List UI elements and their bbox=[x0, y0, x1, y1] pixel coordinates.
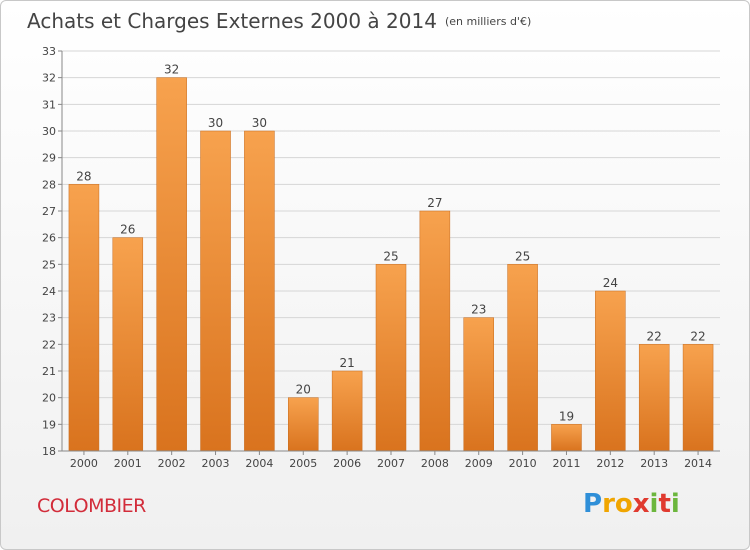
bar-2006 bbox=[331, 370, 363, 452]
data-label-2009: 23 bbox=[471, 303, 486, 317]
x-tick-label-2005: 2005 bbox=[289, 457, 317, 470]
chart-title: Achats et Charges Externes 2000 à 2014 (e… bbox=[27, 9, 531, 33]
bar-2004 bbox=[244, 130, 275, 452]
y-axis: 18 19 20 21 22 23 24 25 26 27 28 29 30 31 32 33 bbox=[42, 45, 63, 458]
x-tick-label-2001: 2001 bbox=[114, 457, 142, 470]
bar-2003 bbox=[200, 130, 231, 452]
y-tick-label: 27 bbox=[42, 205, 56, 218]
bar-2010 bbox=[507, 264, 538, 452]
x-tick-label-2010: 2010 bbox=[509, 457, 537, 470]
bar-2008 bbox=[419, 210, 451, 452]
data-label-2000: 28 bbox=[76, 169, 91, 183]
data-label-2002: 32 bbox=[164, 63, 179, 77]
x-tick-label-2002: 2002 bbox=[158, 457, 186, 470]
data-label-2003: 30 bbox=[208, 116, 223, 130]
data-label-2005: 20 bbox=[296, 383, 311, 397]
y-tick-label: 18 bbox=[42, 445, 56, 458]
bar-2000 bbox=[68, 184, 100, 452]
data-label-2014: 22 bbox=[690, 329, 705, 343]
bar-2007 bbox=[375, 264, 407, 452]
data-label-2006: 21 bbox=[339, 356, 354, 370]
x-tick-label-2011: 2011 bbox=[552, 457, 580, 470]
data-label-2007: 25 bbox=[383, 249, 398, 263]
x-axis: 2000 2001 2002 2003 2004 2005 2006 2007 2008 2009… bbox=[62, 450, 720, 470]
x-tick-label-2014: 2014 bbox=[684, 457, 712, 470]
y-tick-label: 25 bbox=[42, 258, 56, 271]
y-tick-label: 30 bbox=[42, 125, 56, 138]
data-label-2012: 24 bbox=[603, 276, 618, 290]
chart-unit: (en milliers d'€) bbox=[444, 15, 532, 28]
bar-2009 bbox=[463, 317, 494, 452]
x-tick-label-2003: 2003 bbox=[202, 457, 230, 470]
y-tick-label: 31 bbox=[42, 98, 56, 111]
x-tick-label-2004: 2004 bbox=[245, 457, 273, 470]
y-tick-label: 24 bbox=[42, 285, 56, 298]
x-tick-label-2007: 2007 bbox=[377, 457, 405, 470]
y-tick-label: 19 bbox=[42, 418, 56, 431]
data-label-2008: 27 bbox=[427, 196, 442, 210]
x-tick-label-2009: 2009 bbox=[465, 457, 493, 470]
bar-2001 bbox=[112, 237, 144, 452]
city-name: COLOMBIER bbox=[37, 495, 146, 517]
data-label-2004: 30 bbox=[252, 116, 267, 130]
y-tick-label: 29 bbox=[42, 152, 56, 165]
data-label-2011: 19 bbox=[559, 409, 574, 423]
bar-2014 bbox=[682, 344, 714, 452]
data-label-2010: 25 bbox=[515, 249, 530, 263]
chart-title-text: Achats et Charges Externes 2000 à 2014 bbox=[27, 9, 437, 33]
y-tick-label: 21 bbox=[42, 365, 56, 378]
y-tick-label: 23 bbox=[42, 312, 56, 325]
x-tick-label-2000: 2000 bbox=[70, 457, 98, 470]
bar-2012 bbox=[595, 290, 626, 452]
data-label-2013: 22 bbox=[647, 329, 662, 343]
bar-2005 bbox=[288, 397, 319, 452]
y-tick-label: 26 bbox=[42, 232, 56, 245]
data-label-2001: 26 bbox=[120, 223, 135, 237]
x-tick-label-2006: 2006 bbox=[333, 457, 361, 470]
bar-2002 bbox=[156, 77, 187, 452]
y-tick-label: 20 bbox=[42, 392, 56, 405]
y-tick-label: 22 bbox=[42, 338, 56, 351]
proxiti-logo[interactable]: Proxiti bbox=[583, 489, 680, 519]
bars: 28 26 32 30 30 20 21 25 27 23 25 19 24 22 22 bbox=[68, 63, 714, 452]
bar-2011 bbox=[551, 424, 582, 452]
y-tick-label: 28 bbox=[42, 178, 56, 191]
x-tick-label-2012: 2012 bbox=[596, 457, 624, 470]
y-tick-label: 33 bbox=[42, 45, 56, 58]
x-tick-label-2008: 2008 bbox=[421, 457, 449, 470]
y-tick-label: 32 bbox=[42, 72, 56, 85]
x-tick-label-2013: 2013 bbox=[640, 457, 668, 470]
bar-2013 bbox=[638, 344, 670, 452]
